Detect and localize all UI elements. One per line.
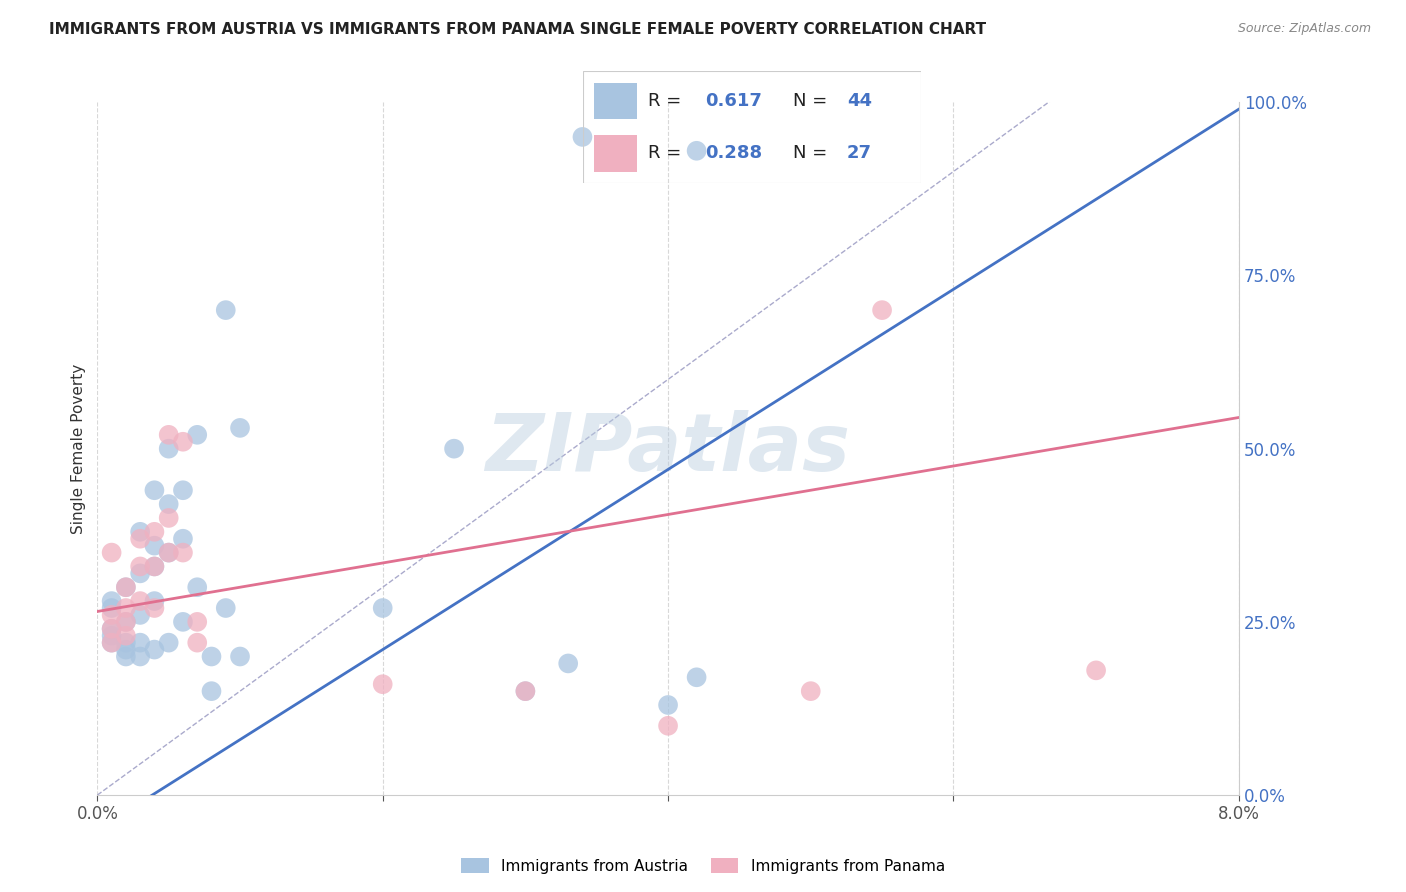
Text: Source: ZipAtlas.com: Source: ZipAtlas.com: [1237, 22, 1371, 36]
Text: 44: 44: [846, 92, 872, 110]
Point: [143, 559, 166, 574]
Point: [800, 684, 823, 698]
Point: [371, 601, 394, 615]
Point: [143, 642, 166, 657]
Text: 0.617: 0.617: [704, 92, 762, 110]
Text: N =: N =: [793, 145, 832, 162]
Point: [157, 497, 180, 511]
Point: [157, 635, 180, 649]
Bar: [593, 83, 637, 120]
Point: [172, 532, 194, 546]
Point: [129, 524, 152, 539]
Point: [186, 427, 208, 442]
Point: [157, 511, 180, 525]
Point: [143, 483, 166, 498]
Point: [129, 566, 152, 581]
Point: [200, 684, 222, 698]
Point: [186, 580, 208, 594]
Point: [157, 427, 180, 442]
Point: [172, 545, 194, 559]
Point: [143, 559, 166, 574]
Point: [100, 607, 122, 622]
Text: N =: N =: [793, 92, 832, 110]
Point: [115, 615, 138, 629]
Text: R =: R =: [648, 145, 686, 162]
Y-axis label: Single Female Poverty: Single Female Poverty: [72, 364, 86, 533]
Point: [557, 657, 579, 671]
Point: [186, 615, 208, 629]
Point: [685, 144, 707, 158]
Point: [229, 649, 252, 664]
Text: R =: R =: [648, 92, 686, 110]
Bar: [593, 135, 637, 171]
Point: [100, 545, 122, 559]
Point: [371, 677, 394, 691]
Point: [186, 635, 208, 649]
Point: [443, 442, 465, 456]
Point: [100, 622, 122, 636]
Point: [115, 649, 138, 664]
Point: [571, 129, 593, 144]
Point: [100, 629, 122, 643]
Point: [200, 649, 222, 664]
Point: [229, 421, 252, 435]
Point: [685, 670, 707, 684]
Point: [100, 594, 122, 608]
Point: [657, 719, 679, 733]
Point: [129, 649, 152, 664]
Point: [100, 622, 122, 636]
Point: [172, 615, 194, 629]
Point: [143, 539, 166, 553]
Point: [515, 684, 537, 698]
Point: [215, 303, 238, 318]
Point: [143, 524, 166, 539]
Point: [129, 532, 152, 546]
Point: [157, 545, 180, 559]
Point: [657, 698, 679, 712]
Point: [157, 442, 180, 456]
Point: [129, 559, 152, 574]
Point: [115, 629, 138, 643]
Point: [129, 594, 152, 608]
Point: [129, 635, 152, 649]
Text: ZIPatlas: ZIPatlas: [485, 409, 851, 488]
Point: [115, 635, 138, 649]
Point: [129, 607, 152, 622]
Point: [215, 601, 238, 615]
Legend: Immigrants from Austria, Immigrants from Panama: Immigrants from Austria, Immigrants from…: [456, 852, 950, 880]
Point: [100, 601, 122, 615]
Point: [115, 580, 138, 594]
Point: [172, 483, 194, 498]
Point: [115, 601, 138, 615]
Point: [600, 144, 623, 158]
Text: 0.288: 0.288: [704, 145, 762, 162]
Point: [143, 594, 166, 608]
Point: [100, 635, 122, 649]
Text: 27: 27: [846, 145, 872, 162]
Text: IMMIGRANTS FROM AUSTRIA VS IMMIGRANTS FROM PANAMA SINGLE FEMALE POVERTY CORRELAT: IMMIGRANTS FROM AUSTRIA VS IMMIGRANTS FR…: [49, 22, 987, 37]
Point: [1085, 664, 1108, 678]
Point: [115, 615, 138, 629]
Point: [870, 303, 893, 318]
Point: [172, 434, 194, 449]
Point: [100, 635, 122, 649]
Point: [115, 580, 138, 594]
Point: [157, 545, 180, 559]
Point: [115, 642, 138, 657]
Point: [515, 684, 537, 698]
Point: [143, 601, 166, 615]
